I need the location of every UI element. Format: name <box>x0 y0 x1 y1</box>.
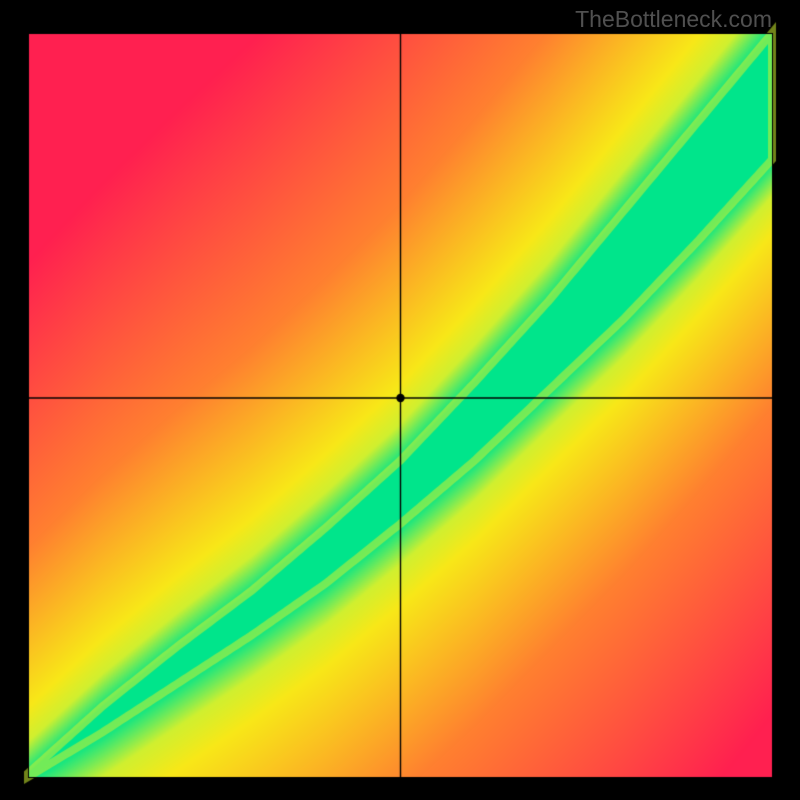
heatmap-canvas <box>0 0 800 800</box>
watermark-text: TheBottleneck.com <box>575 6 772 33</box>
chart-container: TheBottleneck.com <box>0 0 800 800</box>
